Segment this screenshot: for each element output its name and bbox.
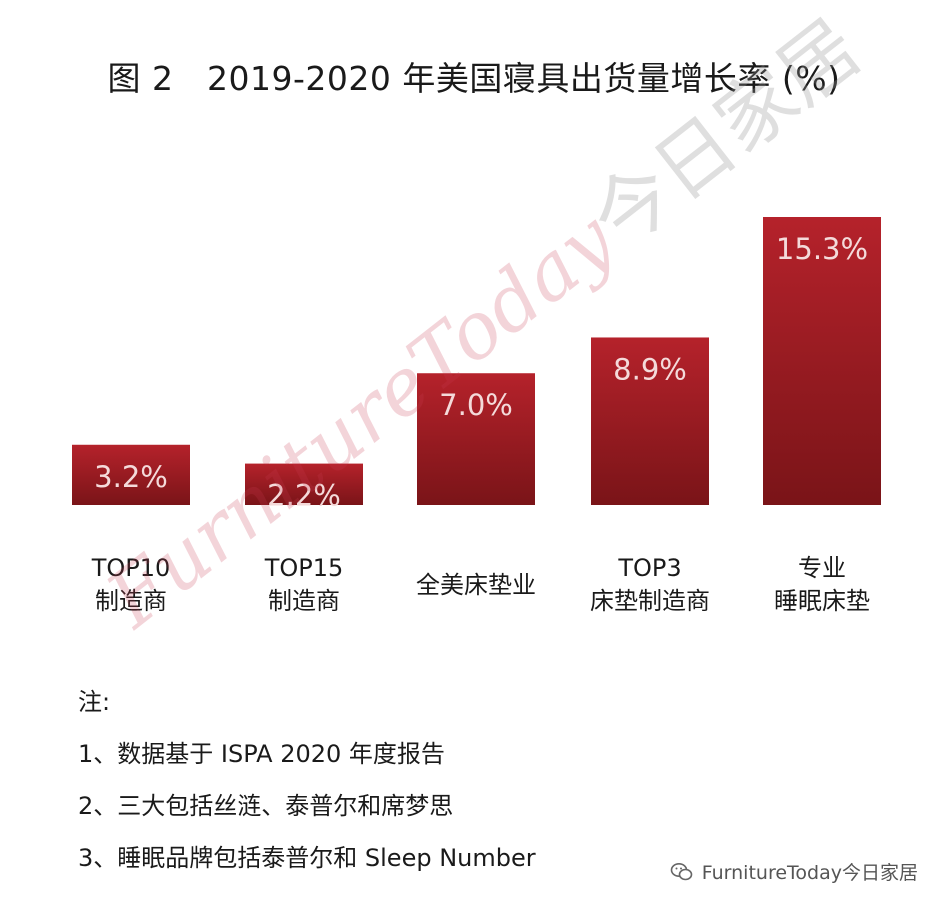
bar-chart: 3.2% 2.2% 7.0% 8.9% 15.3% TOP10 制造商 TOP15 制造商 全美… xyxy=(72,217,881,615)
footer-text: FurnitureToday今日家居 xyxy=(701,862,918,884)
bar xyxy=(763,217,881,505)
bar-value-label: 2.2% xyxy=(267,479,341,513)
bar xyxy=(72,444,190,505)
x-category-label: 制造商 xyxy=(268,587,340,615)
x-category-label: 睡眠床垫 xyxy=(774,587,870,615)
note-item-1: 1、数据基于 ISPA 2020 年度报告 xyxy=(78,740,445,768)
bar-value-label: 7.0% xyxy=(439,388,513,422)
bar-value-label: 8.9% xyxy=(613,352,687,386)
x-category-label: 专业 xyxy=(798,554,846,582)
x-category-label: TOP10 xyxy=(91,554,171,582)
bar xyxy=(245,463,363,505)
note-item-2: 2、三大包括丝涟、泰普尔和席梦思 xyxy=(78,792,454,820)
wechat-icon xyxy=(670,860,694,884)
x-category-label: 全美床垫业 xyxy=(416,571,536,599)
footer-source: FurnitureToday今日家居 xyxy=(670,858,918,885)
chart-title: 图 2 2019-2020 年美国寝具出货量增长率 (%) xyxy=(107,59,841,98)
x-category-label: TOP3 xyxy=(617,554,681,582)
note-item-3: 3、睡眠品牌包括泰普尔和 Sleep Number xyxy=(78,844,536,872)
notes-section: 注: 1、数据基于 ISPA 2020 年度报告 2、三大包括丝涟、泰普尔和席梦… xyxy=(78,676,536,884)
bar-value-label: 3.2% xyxy=(94,460,168,494)
x-category-label: TOP15 xyxy=(264,554,344,582)
notes-heading: 注: xyxy=(78,688,111,716)
x-category-label: 床垫制造商 xyxy=(590,587,710,615)
bar xyxy=(591,337,709,505)
bar-value-label: 15.3% xyxy=(776,232,868,266)
x-category-label: 制造商 xyxy=(95,587,167,615)
bar xyxy=(417,373,535,505)
